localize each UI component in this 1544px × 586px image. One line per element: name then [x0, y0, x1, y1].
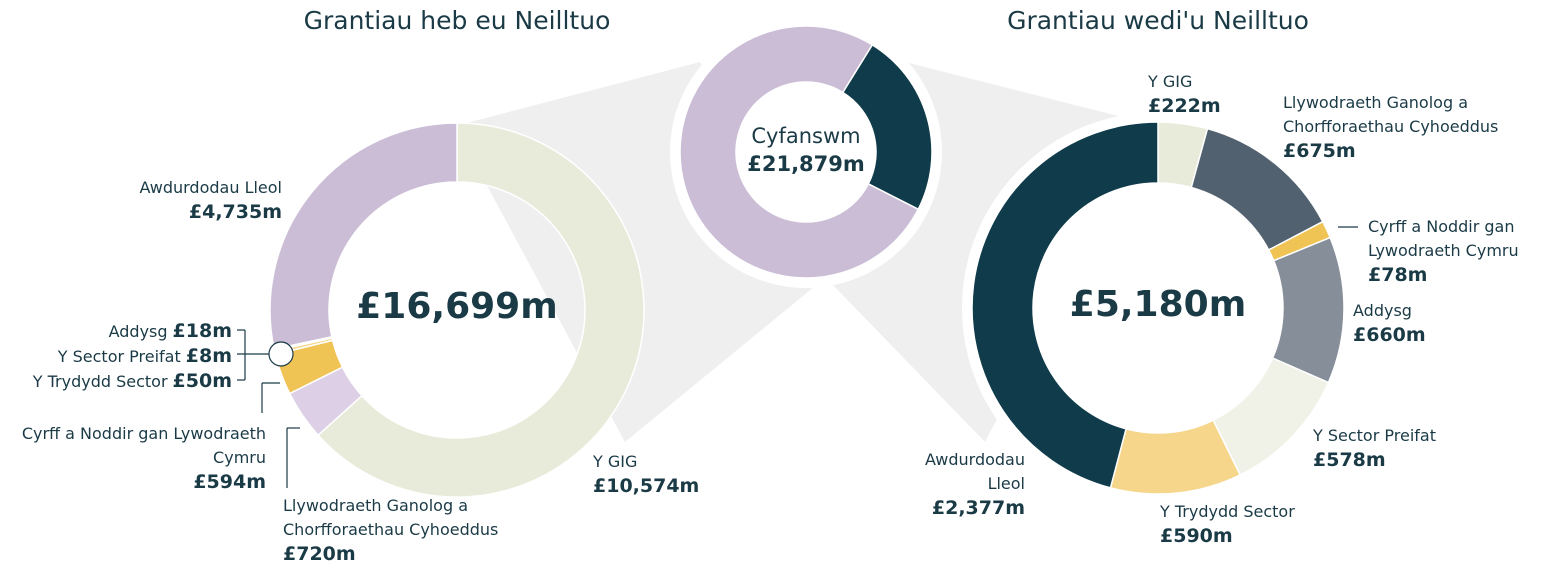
segment-name: Y Trydydd Sector — [1160, 502, 1295, 521]
segment — [971, 121, 1159, 489]
segment-label: Addysg £18m — [109, 319, 232, 344]
segment-value: £4,735m — [188, 201, 282, 223]
chart-title: Grantiau heb eu Neilltuo — [303, 6, 611, 35]
chart-title: Grantiau wedi'u Neilltuo — [1007, 6, 1309, 35]
segment-name: Llywodraeth Ganolog a Chorfforaethau Cyh… — [283, 496, 499, 539]
segment — [269, 122, 458, 351]
segment-name: Awdurdodau Lleol — [924, 450, 1025, 493]
segment-label: Y GIG £10,574m — [593, 450, 793, 498]
segment-name: Y GIG — [1148, 72, 1193, 91]
segment — [841, 43, 933, 211]
segment-label: Y Trydydd Sector £590m — [1160, 500, 1360, 548]
segment-value: £720m — [283, 543, 356, 565]
segment-label: Awdurdodau Lleol £4,735m — [82, 176, 282, 224]
segment-label: Cyrff a Noddir gan Lywodraeth Cymru £594m — [6, 422, 266, 494]
segment-label: Llywodraeth Ganolog a Chorfforaethau Cyh… — [1283, 91, 1543, 163]
segment-value: £590m — [1160, 525, 1233, 547]
segment-label: Awdurdodau Lleol £2,377m — [915, 448, 1025, 520]
segment-label: Y Sector Preifat £8m — [58, 344, 232, 369]
segment-name: Cyrff a Noddir gan Lywodraeth Cymru — [1368, 217, 1519, 260]
segment-label: Addysg £660m — [1353, 299, 1503, 347]
segment-name: Y GIG — [593, 452, 638, 471]
segment-value: £578m — [1313, 449, 1386, 471]
segment-value: £18m — [172, 320, 232, 342]
segment — [1271, 236, 1345, 384]
segment-name: Awdurdodau Lleol — [139, 178, 282, 197]
segment-value: £675m — [1283, 140, 1356, 162]
segment-name: Llywodraeth Ganolog a Chorfforaethau Cyh… — [1283, 93, 1499, 136]
segment-label: Cyrff a Noddir gan Lywodraeth Cymru £78m — [1368, 215, 1543, 287]
center-title: Cyfanswm — [751, 124, 861, 148]
segment-name: Y Sector Preifat — [57, 347, 181, 366]
segment-label: Y GIG £222m — [1148, 70, 1298, 118]
leader-lines — [237, 226, 1358, 488]
segment-name: Y Sector Preifat — [1313, 426, 1436, 445]
segment — [317, 122, 645, 498]
segment-value: £2,377m — [931, 497, 1025, 519]
segment-name: Addysg — [1353, 301, 1412, 320]
segment-name: Y Trydydd Sector — [32, 372, 168, 391]
segment-value: £594m — [193, 471, 266, 493]
segment-value: £660m — [1353, 324, 1426, 346]
segment-value: £78m — [1368, 264, 1428, 286]
segment-label: Y Trydydd Sector £50m — [33, 369, 232, 394]
center-value: £5,180m — [1069, 284, 1247, 325]
segment-label: Llywodraeth Ganolog a Chorfforaethau Cyh… — [283, 494, 523, 566]
segment-value: £50m — [172, 370, 232, 392]
segment-value: £222m — [1148, 95, 1221, 117]
segment-label: Y Sector Preifat £578m — [1313, 424, 1513, 472]
center-value: £21,879m — [747, 152, 865, 176]
center-value: £16,699m — [356, 286, 558, 327]
segments — [269, 25, 1345, 498]
callout-circle — [268, 341, 294, 367]
segment-name: Addysg — [108, 322, 168, 341]
segment-value: £8m — [185, 345, 232, 367]
segment — [679, 25, 920, 279]
segment-name: Cyrff a Noddir gan Lywodraeth Cymru — [21, 424, 266, 467]
segment-value: £10,574m — [593, 475, 700, 497]
